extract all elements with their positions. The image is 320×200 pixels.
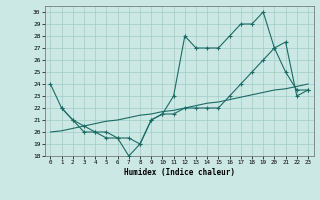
X-axis label: Humidex (Indice chaleur): Humidex (Indice chaleur) <box>124 168 235 177</box>
